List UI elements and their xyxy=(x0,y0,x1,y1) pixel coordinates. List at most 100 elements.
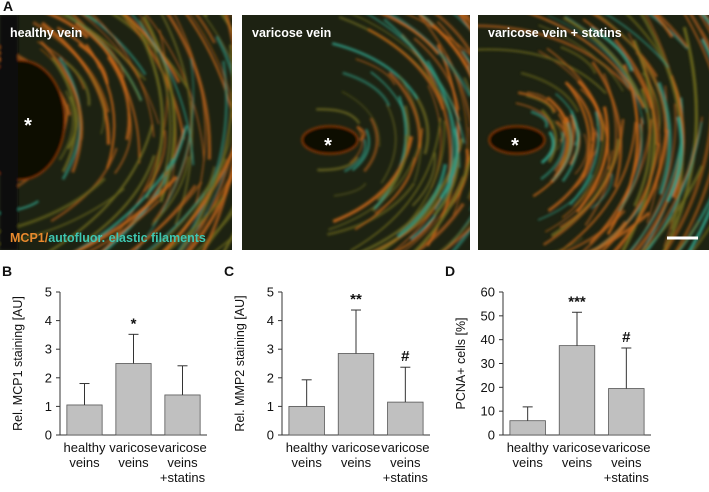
fiber xyxy=(561,140,608,219)
bar xyxy=(288,405,325,436)
tissue xyxy=(478,15,709,381)
bar xyxy=(608,388,645,436)
fiber xyxy=(145,15,205,161)
fiber xyxy=(613,129,669,250)
fiber xyxy=(517,91,557,113)
y-axis-label: Rel. MMP2 staining [AU] xyxy=(233,295,247,431)
fiber xyxy=(333,182,367,197)
significance: ** xyxy=(350,291,362,308)
fiber xyxy=(662,26,698,250)
fiber xyxy=(642,165,704,250)
fiber xyxy=(131,15,195,166)
y-tick-label: 50 xyxy=(481,308,495,323)
fiber xyxy=(563,16,646,109)
fiber xyxy=(349,126,363,164)
fiber xyxy=(407,15,470,56)
tissue xyxy=(0,15,232,250)
fiber xyxy=(700,29,709,45)
fiber xyxy=(166,195,226,250)
lumen-marker: * xyxy=(324,135,332,157)
y-tick-label: 4 xyxy=(267,313,274,328)
fiber xyxy=(65,15,142,102)
fiber xyxy=(367,28,445,110)
fiber xyxy=(215,236,232,250)
fiber xyxy=(416,202,465,250)
fiber xyxy=(75,175,178,250)
fiber xyxy=(627,33,661,223)
fiber xyxy=(39,48,84,140)
fiber xyxy=(558,122,571,167)
micrograph: varicose vein + statins * xyxy=(478,15,709,381)
fiber xyxy=(135,58,195,250)
fiber xyxy=(166,15,212,160)
fiber xyxy=(592,221,627,250)
x-tick-label: varicose veins xyxy=(331,440,381,470)
fiber xyxy=(151,156,190,226)
fiber xyxy=(182,146,232,250)
fiber xyxy=(597,15,661,93)
fiber xyxy=(355,58,396,86)
fiber xyxy=(436,20,470,69)
fiber xyxy=(641,116,703,250)
y-tick-label: 2 xyxy=(45,370,52,385)
fiber xyxy=(557,237,584,250)
fiber xyxy=(538,24,624,92)
fiber xyxy=(657,81,672,195)
fiber xyxy=(189,15,232,104)
fiber xyxy=(396,163,448,238)
significance: * xyxy=(131,315,137,332)
fiber xyxy=(560,121,637,250)
fiber xyxy=(32,21,110,113)
fiber xyxy=(554,113,568,172)
micrographs: healthy vein*varicose vein*varicose vein… xyxy=(0,15,709,412)
fiber xyxy=(526,91,548,102)
fiber xyxy=(106,56,131,141)
fiber xyxy=(382,15,440,55)
fiber xyxy=(589,211,651,250)
fiber xyxy=(124,15,181,83)
fiber xyxy=(75,22,128,91)
lumen xyxy=(301,125,359,155)
fiber xyxy=(515,102,554,130)
fiber xyxy=(374,157,416,215)
fiber xyxy=(414,155,470,250)
fiber xyxy=(439,128,459,200)
fiber xyxy=(163,149,232,250)
fiber xyxy=(147,187,209,250)
y-tick-label: 3 xyxy=(45,342,52,357)
x-tick-label: healthy veins xyxy=(506,440,549,470)
fiber xyxy=(269,232,594,412)
fiber xyxy=(185,15,232,116)
fiber xyxy=(215,35,232,80)
fiber xyxy=(39,40,83,173)
fiber xyxy=(666,116,684,203)
fiber xyxy=(87,72,105,135)
y-tick-label: 40 xyxy=(481,332,495,347)
fiber xyxy=(327,182,416,236)
fiber xyxy=(185,145,232,250)
fiber xyxy=(412,92,430,155)
fiber xyxy=(50,57,78,173)
lumen xyxy=(488,125,546,155)
image-label: varicose vein + statins xyxy=(488,26,622,40)
panel-label: B xyxy=(2,263,12,279)
fiber xyxy=(343,139,367,173)
bar xyxy=(387,401,424,436)
image-label: healthy vein xyxy=(10,26,82,40)
fiber xyxy=(446,54,469,216)
y-tick-label: 30 xyxy=(481,356,495,371)
bar xyxy=(509,420,546,436)
fiber xyxy=(688,208,709,250)
fiber xyxy=(413,37,460,111)
x-tick-label: healthy veins xyxy=(63,440,106,470)
lumen-edge xyxy=(0,15,18,250)
fiber xyxy=(352,15,461,121)
panel-label: C xyxy=(224,263,234,279)
lumen-marker: * xyxy=(511,135,519,157)
fiber xyxy=(120,15,189,90)
fiber xyxy=(559,172,610,229)
fiber xyxy=(89,199,160,250)
micrograph: healthy vein * xyxy=(0,15,232,250)
fiber xyxy=(634,275,709,381)
